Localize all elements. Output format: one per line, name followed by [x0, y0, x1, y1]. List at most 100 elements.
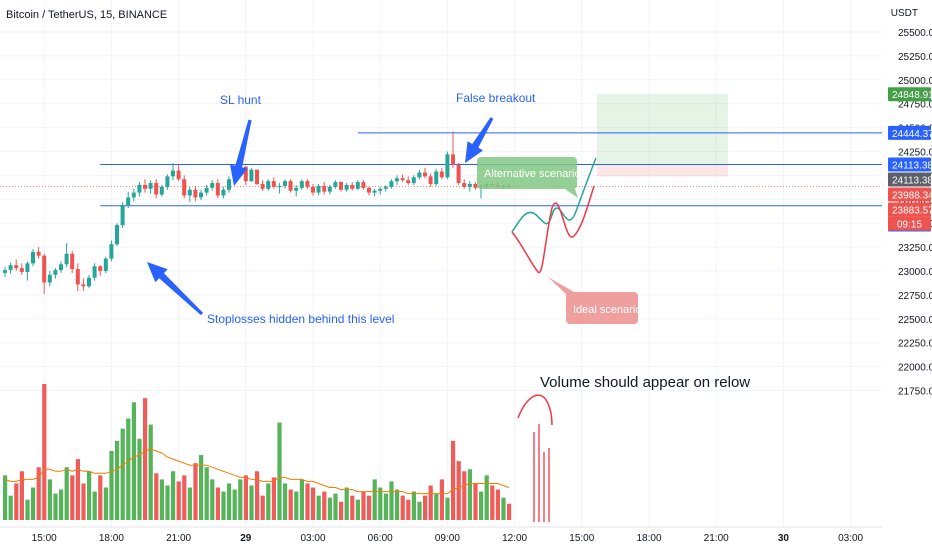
arrow-shape: [464, 117, 494, 164]
candle-body: [467, 184, 472, 187]
candle-body: [75, 269, 80, 285]
volume-bar: [165, 485, 170, 520]
candle-body: [8, 265, 13, 271]
candle-body: [400, 178, 405, 181]
volume-bar: [299, 479, 304, 520]
candle-body: [316, 185, 321, 193]
candle-body: [378, 188, 383, 191]
price-tick-label: 23250.00: [898, 243, 932, 254]
candle-body: [333, 182, 338, 187]
candle-body: [199, 192, 203, 198]
currency-label: USDT: [890, 8, 918, 19]
symbol-title: Bitcoin / TetherUS, 15, BINANCE: [6, 9, 168, 21]
candle: [456, 162, 461, 185]
price-label: 24113.38: [888, 157, 932, 172]
candle: [299, 179, 304, 190]
candle: [439, 167, 444, 180]
candle: [316, 184, 321, 196]
time-tick-label: 09:00: [435, 533, 460, 544]
volume-bar: [467, 469, 472, 520]
candle: [383, 184, 388, 192]
volume-bar: [260, 495, 265, 520]
sl-hunt-arrow: [229, 119, 252, 186]
volume-bar: [283, 483, 288, 520]
candle: [249, 167, 254, 183]
candle: [109, 240, 114, 262]
candle: [187, 186, 192, 203]
time-tick-label: 03:00: [300, 533, 325, 544]
candle: [311, 184, 315, 196]
candle: [14, 259, 19, 271]
candle: [255, 169, 259, 185]
candle-body: [148, 183, 153, 189]
volume-bar: [75, 459, 80, 520]
candle-body: [120, 205, 125, 226]
price-tick-label: 21750.00: [898, 387, 932, 398]
price-label-text: 24444.37: [892, 129, 932, 140]
candle: [182, 175, 187, 199]
volume-bar: [187, 487, 192, 520]
position-target-zone: [597, 94, 728, 165]
volume-bar: [406, 499, 411, 520]
candle-body: [260, 184, 265, 189]
volume-bar: [271, 477, 276, 520]
volume-bar: [339, 501, 344, 520]
candle-body: [339, 182, 343, 190]
time-tick-label: 12:00: [502, 533, 527, 544]
volume-bar: [81, 483, 86, 520]
candle: [70, 250, 75, 273]
candle: [473, 182, 478, 190]
candle: [372, 188, 377, 197]
candle: [64, 243, 69, 268]
volume-bar: [92, 491, 97, 520]
candle-body: [451, 154, 455, 165]
candle: [143, 179, 147, 193]
candle: [322, 182, 327, 195]
candle-body: [389, 181, 394, 187]
candle-body: [355, 182, 360, 189]
candle: [148, 180, 153, 194]
candle: [227, 176, 231, 193]
candle: [137, 182, 142, 197]
candle-body: [327, 186, 332, 192]
candle: [367, 186, 371, 196]
candle: [305, 179, 310, 189]
time-tick-label: 21:00: [166, 533, 191, 544]
time-tick-label: 15:00: [569, 533, 594, 544]
volume-bar: [193, 463, 198, 520]
candle-body: [277, 185, 282, 187]
candle-body: [367, 187, 371, 193]
candle-body: [25, 263, 30, 272]
candle: [215, 179, 220, 199]
candle: [81, 278, 86, 292]
volume-bar: [70, 475, 75, 520]
candle: [98, 265, 103, 276]
price-label-text: 23988.34: [892, 191, 932, 202]
volume-bar: [417, 501, 422, 520]
volume-bar: [221, 491, 226, 520]
arrow-shape: [146, 261, 204, 316]
candle: [445, 151, 450, 180]
price-tick-label: 22250.00: [898, 339, 932, 350]
volume-bar: [395, 489, 400, 520]
volume-bar: [462, 471, 467, 520]
price-label: 23883.57: [888, 202, 932, 217]
candle-body: [70, 253, 75, 270]
candle-body: [143, 184, 147, 189]
candle-body: [31, 251, 35, 264]
candle: [36, 247, 41, 259]
price-label: 24113.38: [888, 172, 932, 187]
volume-bar: [434, 493, 439, 520]
volume-bar: [126, 418, 131, 520]
drawings: [511, 157, 597, 274]
arrow-shape: [229, 119, 252, 186]
price-label-box: [888, 87, 931, 102]
volume-bar: [19, 471, 24, 520]
candle: [42, 253, 47, 294]
candle-body: [103, 258, 108, 271]
candle-body: [406, 180, 411, 184]
candle-body: [53, 270, 58, 275]
volume-bar: [154, 473, 159, 520]
